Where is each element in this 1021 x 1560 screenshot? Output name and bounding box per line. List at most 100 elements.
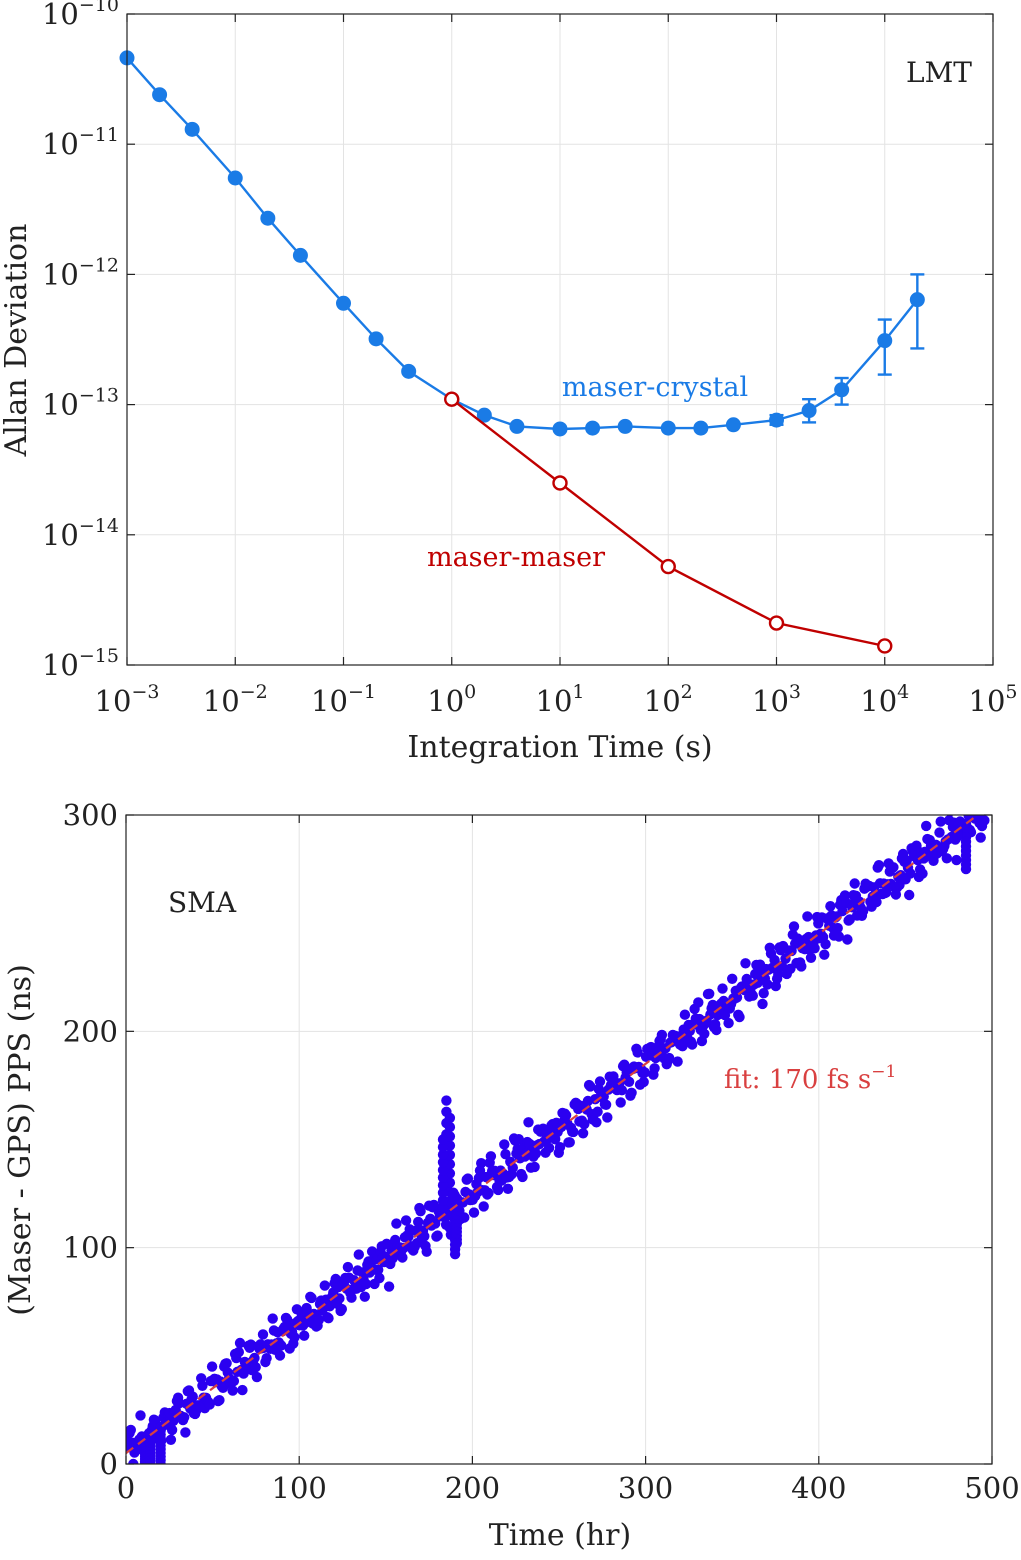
- pps-offset-point: [493, 1184, 504, 1196]
- pps-offset-point: [228, 1375, 240, 1387]
- pps-offset-point: [788, 921, 800, 932]
- pps-offset-point: [626, 1087, 637, 1099]
- pps-offset-point: [972, 799, 982, 809]
- lmt-y-tick-label-exponent: −10: [79, 0, 119, 16]
- pps-offset-point: [982, 793, 992, 803]
- pps-offset-point: [168, 1415, 179, 1427]
- pps-offset-point: [832, 922, 843, 934]
- sma-y-tick-label: 300: [63, 798, 118, 832]
- lmt-x-tick-label-exponent: −2: [240, 681, 268, 703]
- pps-offset-point: [592, 1106, 603, 1117]
- pps-offset-point: [437, 1157, 449, 1168]
- pps-offset-point: [441, 1095, 452, 1106]
- pps-offset-point: [978, 799, 988, 809]
- pps-offset-point: [400, 1215, 412, 1226]
- sma-x-tick-label: 200: [445, 1471, 500, 1505]
- pps-offset-point: [809, 943, 820, 954]
- lmt-x-tick-label-exponent: −1: [348, 681, 376, 703]
- pps-offset-point: [165, 1434, 177, 1446]
- maser-crystal-point: [660, 420, 676, 436]
- lmt-y-tick-label-base: 10: [42, 0, 79, 31]
- pps-offset-point: [237, 1384, 248, 1396]
- pps-offset-point: [731, 992, 743, 1003]
- maser-maser-series-label: maser-maser: [427, 542, 605, 573]
- maser-crystal-point: [368, 331, 384, 347]
- lmt-x-tick-label: 104: [860, 681, 909, 718]
- pps-offset-point: [468, 1207, 480, 1218]
- pps-offset-point: [857, 906, 869, 917]
- pps-offset-point: [397, 1252, 408, 1263]
- pps-offset-point: [802, 911, 813, 922]
- pps-offset-point: [904, 889, 915, 901]
- pps-offset-point: [664, 1052, 675, 1064]
- pps-offset-point: [437, 1164, 449, 1176]
- pps-offset-point: [773, 969, 784, 980]
- pps-offset-point: [757, 998, 768, 1010]
- lmt-x-tick-label: 102: [644, 681, 693, 718]
- lmt-x-tick-label-base: 10: [311, 684, 348, 718]
- lmt-y-tick-label: 10−13: [42, 385, 119, 422]
- sma-y-tick-label: 100: [63, 1231, 118, 1265]
- pps-offset-point: [261, 1353, 272, 1364]
- pps-offset-point: [881, 887, 892, 898]
- fit-annotation: fit: 170 fs s−1: [724, 1062, 896, 1095]
- pps-offset-point: [214, 1395, 225, 1406]
- sma-axes-frame: [125, 814, 993, 1465]
- pps-offset-point: [513, 1134, 524, 1145]
- pps-offset-point: [543, 1142, 555, 1154]
- pps-offset-point: [421, 1246, 432, 1257]
- pps-offset-point: [616, 1085, 628, 1096]
- lmt-y-tick-label-base: 10: [42, 518, 79, 552]
- lmt-x-tick-label-exponent: 2: [681, 681, 693, 703]
- sma-x-tick-label: 0: [117, 1471, 135, 1505]
- sma-pps-offset-panel: 0 100 200 300 0 100 200 300 400 500 SMA fit: 170…: [3, 793, 1020, 1553]
- sma-y-tick-label: 0: [100, 1447, 118, 1481]
- pps-offset-point: [638, 1076, 649, 1088]
- pps-offset-point: [359, 1291, 370, 1302]
- pps-offset-point: [969, 815, 975, 816]
- pps-offset-point: [432, 1230, 443, 1241]
- pps-offset-point: [905, 868, 916, 879]
- pps-offset-point: [656, 1029, 668, 1041]
- fit-annotation-superscript: −1: [871, 1062, 896, 1082]
- maser-crystal-point: [292, 247, 308, 263]
- pps-offset-point: [975, 832, 986, 843]
- lmt-y-tick-label: 10−15: [42, 645, 119, 682]
- pps-offset-point: [179, 1412, 190, 1423]
- lmt-series: [119, 50, 925, 654]
- pps-offset-point: [250, 1362, 261, 1373]
- pps-offset-point: [632, 1047, 643, 1058]
- pps-offset-point: [577, 1128, 589, 1139]
- pps-offset-point: [639, 1067, 651, 1078]
- maser-maser-point: [660, 558, 676, 575]
- pps-offset-point: [342, 1261, 354, 1273]
- sma-x-axis-label: Time (hr): [489, 1518, 631, 1553]
- maser-crystal-point: [585, 420, 601, 436]
- pps-offset-point: [276, 1340, 287, 1351]
- pps-offset-point: [274, 1350, 286, 1361]
- pps-offset-point: [391, 1218, 402, 1229]
- lmt-y-tick-label-exponent: −15: [79, 645, 119, 667]
- pps-offset-point: [529, 1161, 540, 1173]
- lmt-y-tick-label-exponent: −13: [79, 385, 119, 407]
- pps-offset-point: [353, 1249, 364, 1260]
- pps-offset-point: [957, 803, 967, 813]
- maser-crystal-point: [401, 363, 417, 379]
- pps-offset-point: [234, 1337, 246, 1349]
- pps-offset-point: [796, 961, 807, 972]
- pps-offset-point: [126, 1424, 136, 1436]
- maser-maser-point: [552, 475, 568, 491]
- maser-crystal-point: [184, 121, 200, 137]
- lmt-y-tick-label: 10−10: [42, 0, 119, 31]
- sma-y-tick-label: 200: [63, 1014, 118, 1048]
- sma-series: [126, 793, 992, 1464]
- pps-offset-point: [437, 1195, 449, 1206]
- pps-offset-point: [289, 1332, 300, 1343]
- sma-x-tick-label: 100: [272, 1471, 327, 1505]
- pps-offset-point: [833, 931, 845, 942]
- maser-maser-point: [444, 391, 460, 407]
- pps-offset-point: [560, 1110, 572, 1121]
- lmt-x-tick-labels: 10−3 10−2 10−1 100 101 102 103 104 105: [95, 681, 1018, 718]
- lmt-y-tick-label-base: 10: [42, 127, 79, 161]
- lmt-x-tick-label: 100: [427, 681, 476, 718]
